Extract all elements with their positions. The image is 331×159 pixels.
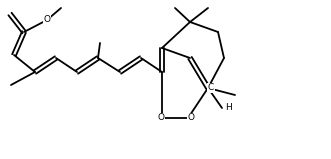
Text: O: O: [43, 15, 51, 24]
Text: C: C: [208, 83, 214, 93]
Text: O: O: [187, 114, 195, 122]
Text: H: H: [225, 104, 231, 113]
Text: O: O: [158, 114, 165, 122]
